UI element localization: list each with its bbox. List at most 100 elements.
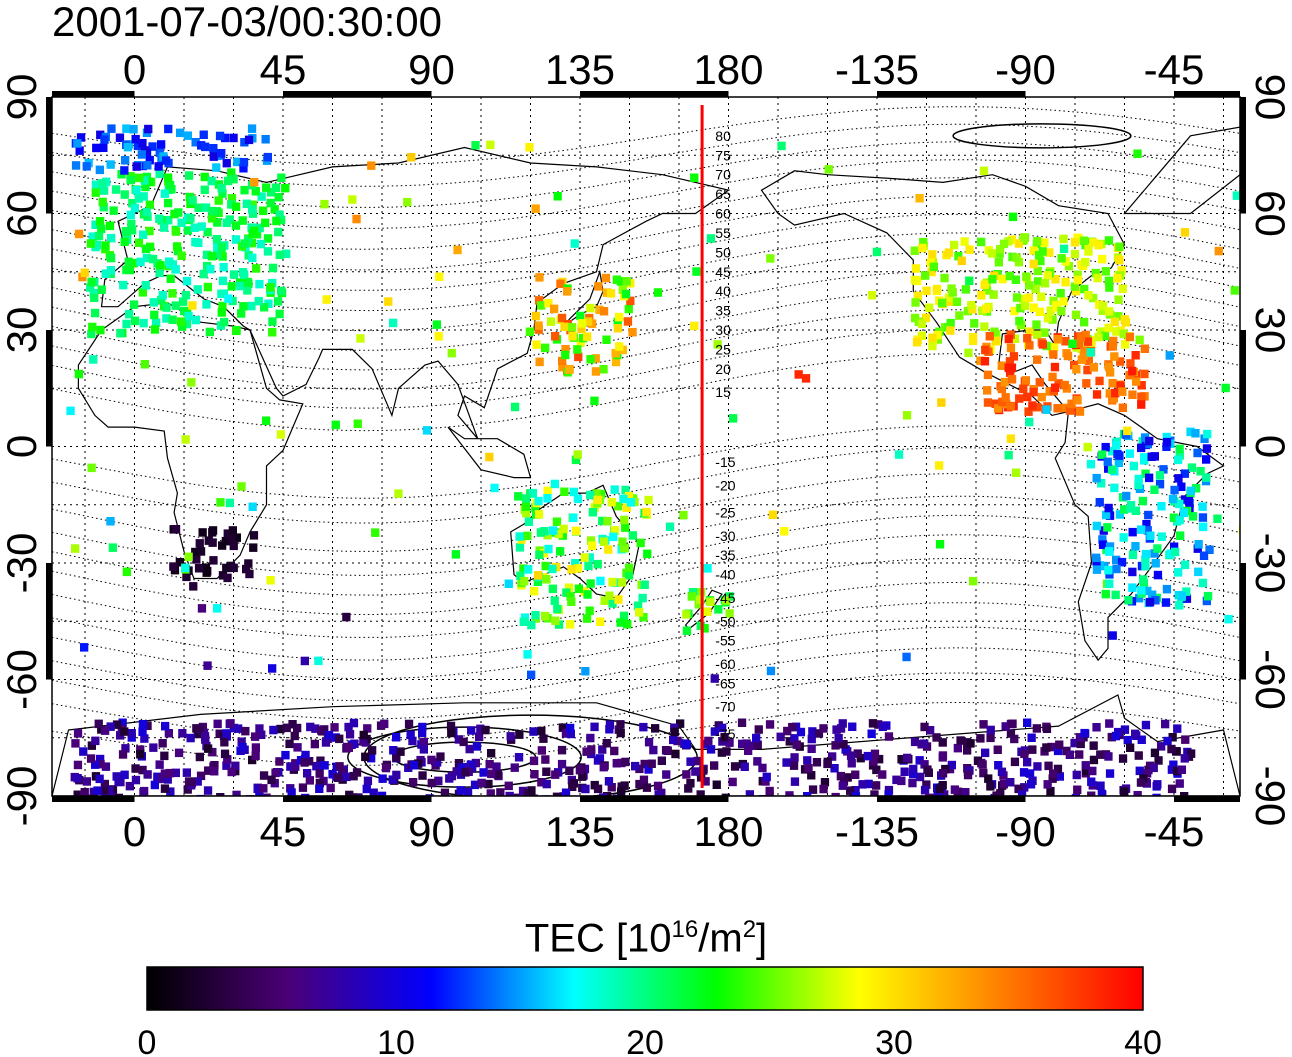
tec-cell [164, 729, 173, 738]
tec-cell [510, 402, 520, 412]
x-tick-label-top: -45 [1144, 46, 1205, 93]
tec-cell [602, 335, 611, 344]
tec-cell [573, 564, 583, 573]
tec-cell [892, 775, 901, 785]
tec-cell [1110, 483, 1119, 493]
tec-cell [1114, 312, 1123, 321]
tec-cell [1106, 368, 1115, 377]
tec-cell [575, 765, 584, 775]
tec-cell [453, 245, 462, 255]
tec-cell [213, 242, 222, 252]
tec-cell [248, 200, 257, 209]
tec-cell [82, 162, 91, 171]
tec-cell [838, 719, 847, 728]
tec-cell [753, 757, 762, 766]
tec-cell [233, 157, 242, 167]
tec-cell [548, 584, 557, 594]
tec-cell [1044, 761, 1053, 771]
contour-label: -75 [715, 726, 735, 742]
tec-cell [657, 756, 666, 765]
contour-line [52, 159, 1240, 229]
tec-cell [1153, 544, 1162, 553]
tec-cell [326, 783, 335, 793]
tec-cell [222, 563, 231, 573]
contour-line [52, 425, 1240, 499]
tec-cell [1104, 547, 1114, 556]
tec-cell [1015, 394, 1024, 403]
tec-cell [1150, 748, 1160, 758]
tec-cell [1098, 254, 1107, 264]
tec-cell [484, 779, 493, 789]
tec-cell [1116, 381, 1125, 390]
tec-cell [1063, 351, 1073, 361]
tec-cell [1173, 724, 1182, 733]
tec-cell [315, 769, 324, 778]
frame-band-left [46, 563, 52, 680]
tec-cell [261, 135, 270, 144]
tec-cell [1137, 400, 1146, 409]
tec-cell [1065, 750, 1074, 759]
tec-cell [938, 738, 947, 747]
tec-cell [1020, 301, 1030, 310]
tec-cell [828, 752, 837, 761]
tec-cell [86, 754, 96, 763]
tec-cell [615, 312, 624, 322]
tec-cell [312, 761, 321, 771]
tec-cell [212, 207, 221, 216]
tec-cell [1134, 480, 1143, 490]
tec-cell [722, 596, 731, 605]
tec-cell [624, 304, 633, 314]
tec-cell [969, 576, 978, 586]
tec-cell [479, 768, 488, 777]
tec-cell [1117, 266, 1126, 275]
tec-cell [573, 345, 582, 354]
tec-cell [217, 289, 226, 299]
y-tick-label-right: 90 [1247, 74, 1292, 121]
tec-cell [227, 168, 236, 177]
tec-cell [264, 299, 273, 308]
tec-cell [753, 740, 762, 749]
tec-cell [409, 778, 418, 787]
tec-cell [519, 617, 528, 626]
tec-cell [392, 753, 401, 762]
tec-cell [1000, 377, 1009, 387]
tec-cell [259, 206, 268, 216]
tec-cell [1045, 248, 1054, 257]
tec-cell [427, 755, 436, 765]
tec-cell [1202, 455, 1211, 464]
tec-cell [961, 285, 970, 294]
contour-label: 15 [715, 384, 731, 400]
tec-cell [1174, 474, 1183, 483]
tec-cell [367, 161, 376, 170]
tec-cell [725, 738, 734, 747]
tec-cell [1188, 512, 1198, 521]
tec-cell [247, 124, 257, 133]
contour-line [52, 473, 1240, 552]
tec-cell [920, 785, 930, 795]
tec-cell [1088, 766, 1097, 776]
tec-cell [537, 301, 546, 310]
tec-cell [682, 610, 691, 619]
tec-cell [768, 510, 778, 519]
tec-cell [1086, 348, 1095, 357]
tec-cell [583, 590, 592, 599]
tec-cell [728, 777, 737, 787]
tec-cell [915, 756, 924, 765]
tec-cell [522, 494, 531, 503]
tec-cell [998, 397, 1007, 407]
frame-band-top [52, 91, 135, 97]
tec-cell [1023, 718, 1032, 727]
tec-cell [505, 791, 514, 796]
tec-cell [158, 739, 167, 748]
tec-cell [952, 297, 962, 306]
tec-cell [91, 188, 100, 197]
colorbar-tick-label: 40 [1124, 1024, 1162, 1057]
tec-cell [290, 731, 299, 741]
tec-cell [263, 234, 273, 243]
tec-cell [138, 720, 148, 729]
tec-cell [254, 296, 263, 306]
coastline [52, 694, 1240, 796]
tec-cell [535, 550, 544, 559]
tec-cell [1137, 525, 1146, 534]
tec-cell [1059, 244, 1069, 254]
